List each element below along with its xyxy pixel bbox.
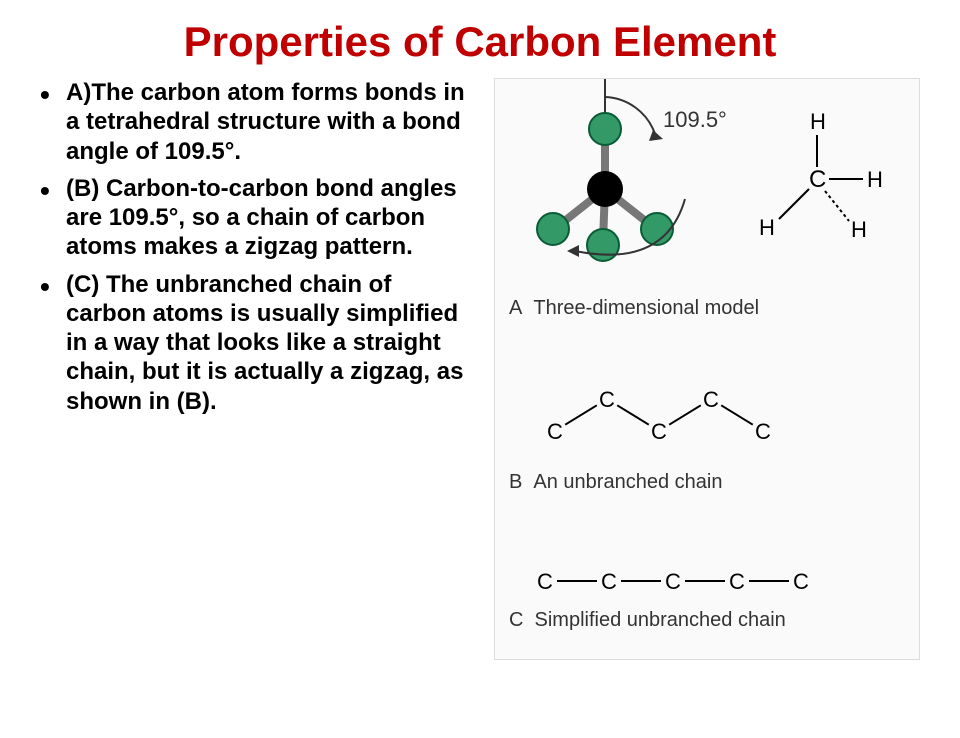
panel-a-svg: 109.5° C [495, 79, 925, 329]
outer-atom [537, 213, 569, 245]
content-row: A)The carbon atom forms bonds in a tetra… [0, 78, 960, 660]
svg-text:C: C [793, 569, 809, 594]
panel-b-caption: B An unbranched chain [509, 471, 723, 494]
svg-text:C: C [601, 569, 617, 594]
outer-atom [641, 213, 673, 245]
svg-text:H: H [759, 215, 775, 240]
outer-atom [589, 113, 621, 145]
panel-b: C C C C C B An unbranched chain [495, 369, 925, 509]
angle-label: 109.5° [663, 107, 727, 132]
svg-text:H: H [867, 167, 883, 192]
svg-text:C: C [665, 569, 681, 594]
svg-text:C: C [651, 419, 667, 444]
panel-c: C C C C C C Simplified unbranched chain [495, 549, 925, 649]
figure-column: 109.5° C [494, 78, 920, 660]
outer-atom [587, 229, 619, 261]
bullet-list: A)The carbon atom forms bonds in a tetra… [40, 78, 474, 416]
panel-b-svg: C C C C C [495, 369, 925, 479]
svg-text:C: C [809, 166, 826, 193]
bullet-item: A)The carbon atom forms bonds in a tetra… [40, 78, 474, 166]
bullet-item: (B) Carbon-to-carbon bond angles are 109… [40, 174, 474, 262]
svg-text:C: C [703, 387, 719, 412]
methane-formula: C H H H H [759, 109, 883, 242]
center-atom [587, 171, 623, 207]
panel-c-svg: CCCCC [495, 549, 925, 609]
svg-text:C: C [537, 569, 553, 594]
bullet-item: (C) The unbranched chain of carbon atoms… [40, 270, 474, 416]
svg-text:H: H [851, 217, 867, 242]
svg-text:C: C [729, 569, 745, 594]
bullet-column: A)The carbon atom forms bonds in a tetra… [40, 78, 474, 660]
svg-text:C: C [547, 419, 563, 444]
svg-text:C: C [599, 387, 615, 412]
panel-a: 109.5° C [495, 79, 925, 329]
panel-c-caption: C Simplified unbranched chain [509, 609, 786, 632]
slide-title: Properties of Carbon Element [0, 18, 960, 66]
svg-text:C: C [755, 419, 771, 444]
svg-text:H: H [810, 109, 826, 134]
panel-a-caption: A Three-dimensional model [509, 297, 759, 320]
